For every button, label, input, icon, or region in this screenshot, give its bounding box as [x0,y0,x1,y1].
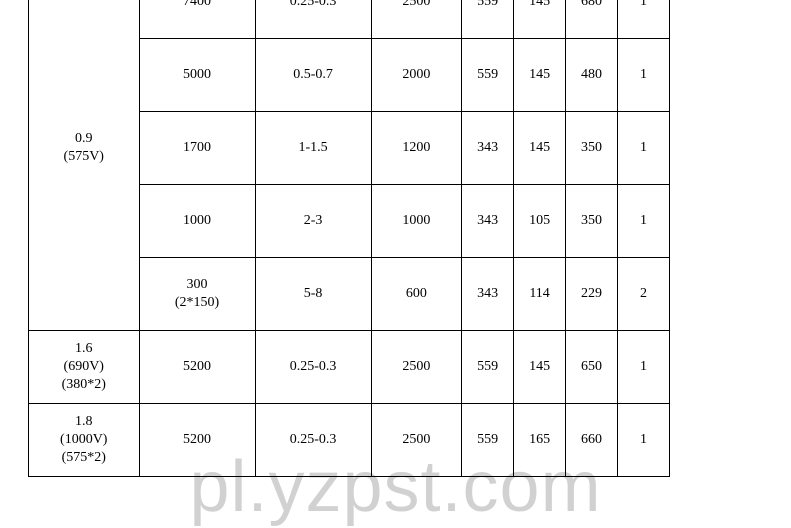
table-cell: 0.5-0.7 [255,39,371,112]
table-cell: 300(2*150) [139,258,255,331]
table-cell: 1 [617,185,669,258]
table-cell: 0.25-0.3 [255,331,371,404]
table-cell: 2500 [371,404,462,477]
spec-table-container: 0.9(575V)74000.25-0.32500559145680150000… [28,0,791,477]
group-label-cell: 0.9(575V) [29,0,140,331]
table-cell: 5200 [139,404,255,477]
table-cell: 145 [514,39,566,112]
table-cell: 1200 [371,112,462,185]
table-cell: 480 [566,39,618,112]
table-cell: 0.25-0.3 [255,0,371,39]
table-cell: 2500 [371,331,462,404]
table-cell: 650 [566,331,618,404]
table-cell: 1 [617,112,669,185]
table-cell: 559 [462,331,514,404]
table-cell: 559 [462,404,514,477]
table-cell: 680 [566,0,618,39]
group-label-cell: 1.8(1000V)(575*2) [29,404,140,477]
table-cell: 145 [514,331,566,404]
table-cell: 1 [617,404,669,477]
table-cell: 350 [566,185,618,258]
table-cell: 559 [462,39,514,112]
table-cell: 2500 [371,0,462,39]
table-cell: 2 [617,258,669,331]
table-cell: 165 [514,404,566,477]
table-cell: 1-1.5 [255,112,371,185]
table-cell: 1 [617,39,669,112]
table-cell: 350 [566,112,618,185]
table-cell: 105 [514,185,566,258]
table-cell: 1 [617,331,669,404]
table-cell: 343 [462,258,514,331]
table-cell: 5000 [139,39,255,112]
table-cell: 1 [617,0,669,39]
table-cell: 660 [566,404,618,477]
table-cell: 145 [514,0,566,39]
table-cell: 114 [514,258,566,331]
table-cell: 600 [371,258,462,331]
table-cell: 1000 [139,185,255,258]
table-cell: 343 [462,185,514,258]
table-cell: 0.25-0.3 [255,404,371,477]
table-cell: 145 [514,112,566,185]
table-cell: 7400 [139,0,255,39]
table-cell: 1000 [371,185,462,258]
table-cell: 1700 [139,112,255,185]
table-row: 0.9(575V)74000.25-0.325005591456801 [29,0,791,39]
table-cell: 5200 [139,331,255,404]
trailing-empty-cell [669,0,791,477]
table-cell: 559 [462,0,514,39]
spec-table: 0.9(575V)74000.25-0.32500559145680150000… [28,0,791,477]
group-label-cell: 1.6(690V)(380*2) [29,331,140,404]
table-cell: 343 [462,112,514,185]
table-cell: 2-3 [255,185,371,258]
table-cell: 2000 [371,39,462,112]
table-cell: 5-8 [255,258,371,331]
table-cell: 229 [566,258,618,331]
